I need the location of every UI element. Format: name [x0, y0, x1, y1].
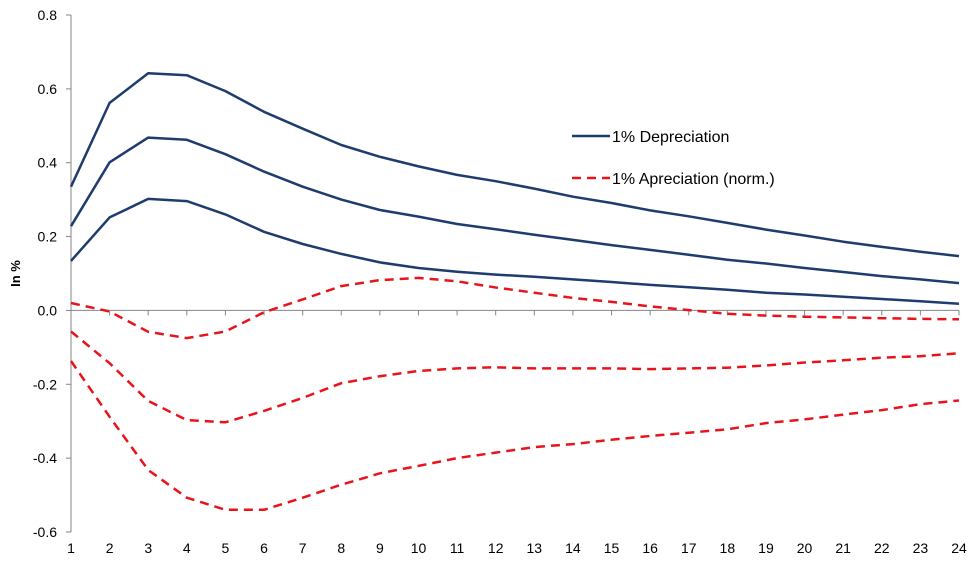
x-tick-label: 3 — [144, 540, 152, 556]
legend-label-1: 1% Depreciation — [612, 129, 729, 146]
appreciation-line-3 — [69, 360, 960, 512]
x-tick-label: 21 — [835, 540, 851, 556]
y-tick-label: -0.6 — [33, 524, 57, 540]
depreciation-line-2 — [69, 136, 960, 285]
x-tick-label: 11 — [450, 540, 465, 556]
y-axis-label: In % — [8, 260, 23, 287]
x-tick-label: 7 — [299, 540, 307, 556]
x-tick-label: 24 — [951, 540, 967, 556]
x-tick-label: 16 — [642, 540, 658, 556]
y-tick-label: 0.8 — [38, 7, 58, 23]
x-tick-label: 14 — [565, 540, 581, 556]
y-tick-label: -0.2 — [33, 376, 57, 392]
x-tick-label: 23 — [913, 540, 929, 556]
x-tick-label: 2 — [106, 540, 114, 556]
x-tick-label: 17 — [681, 540, 697, 556]
x-tick-label: 18 — [720, 540, 736, 556]
depreciation-line-1 — [69, 72, 960, 258]
legend-label-2: 1% Apreciation (norm.) — [612, 171, 775, 188]
y-tick-label: 0.2 — [38, 229, 58, 245]
x-tick-label: 10 — [411, 540, 427, 556]
x-tick-label: 15 — [604, 540, 620, 556]
x-tick-label: 13 — [527, 540, 543, 556]
appreciation-line-2 — [70, 330, 960, 424]
y-tick-label: 0.0 — [38, 302, 58, 318]
x-tick-label: 22 — [874, 540, 890, 556]
x-tick-label: 4 — [183, 540, 191, 556]
y-tick-label: 0.6 — [38, 81, 58, 97]
x-tick-label: 1 — [67, 540, 75, 556]
x-tick-label: 5 — [222, 540, 230, 556]
appreciation-line-1 — [70, 276, 960, 340]
x-tick-label: 20 — [797, 540, 813, 556]
x-tick-label: 8 — [337, 540, 345, 556]
x-tick-label: 6 — [260, 540, 268, 556]
depreciation-line-3 — [70, 197, 960, 306]
x-tick-label: 19 — [758, 540, 774, 556]
y-tick-label: 0.4 — [38, 155, 58, 171]
x-tick-label: 9 — [376, 540, 384, 556]
x-tick-label: 12 — [488, 540, 504, 556]
y-tick-label: -0.4 — [33, 450, 57, 466]
